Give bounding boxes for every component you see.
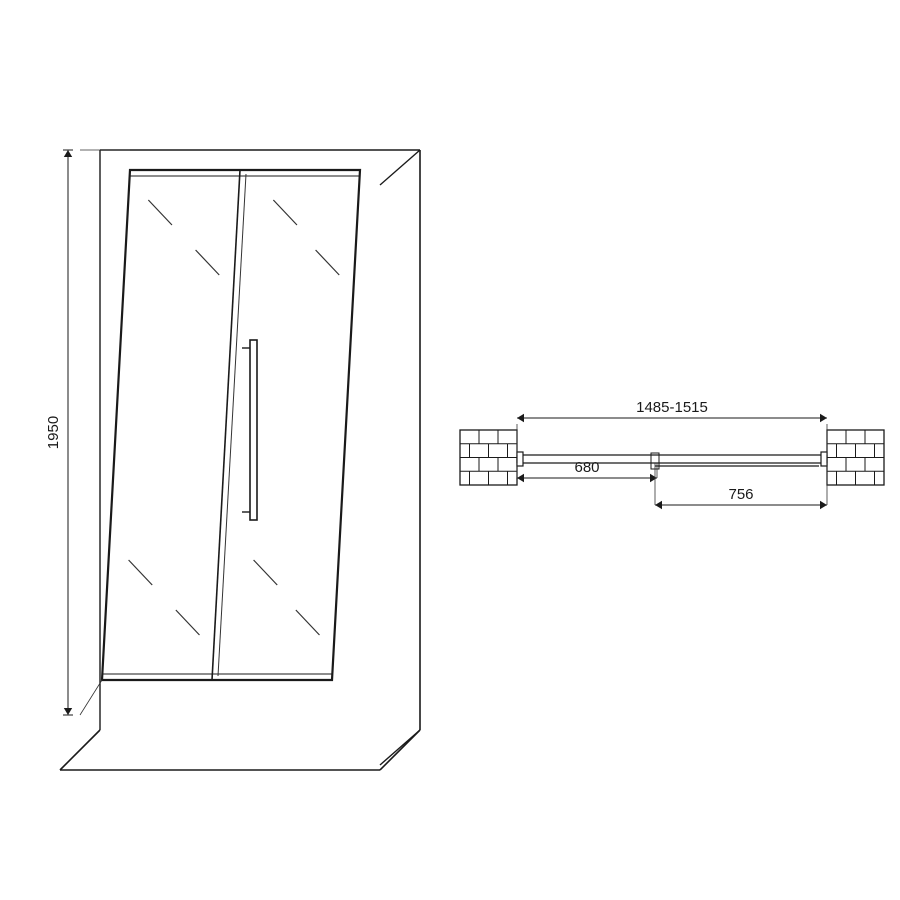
svg-text:756: 756 bbox=[728, 486, 753, 503]
wall-left bbox=[460, 430, 517, 485]
plan-view: 1485-1515 680 756 bbox=[460, 399, 884, 509]
svg-text:1485-1515: 1485-1515 bbox=[636, 399, 708, 416]
svg-text:1950: 1950 bbox=[45, 416, 62, 449]
wall-right bbox=[827, 430, 884, 485]
svg-text:680: 680 bbox=[574, 459, 599, 476]
isometric-view: 1950 bbox=[45, 150, 420, 770]
